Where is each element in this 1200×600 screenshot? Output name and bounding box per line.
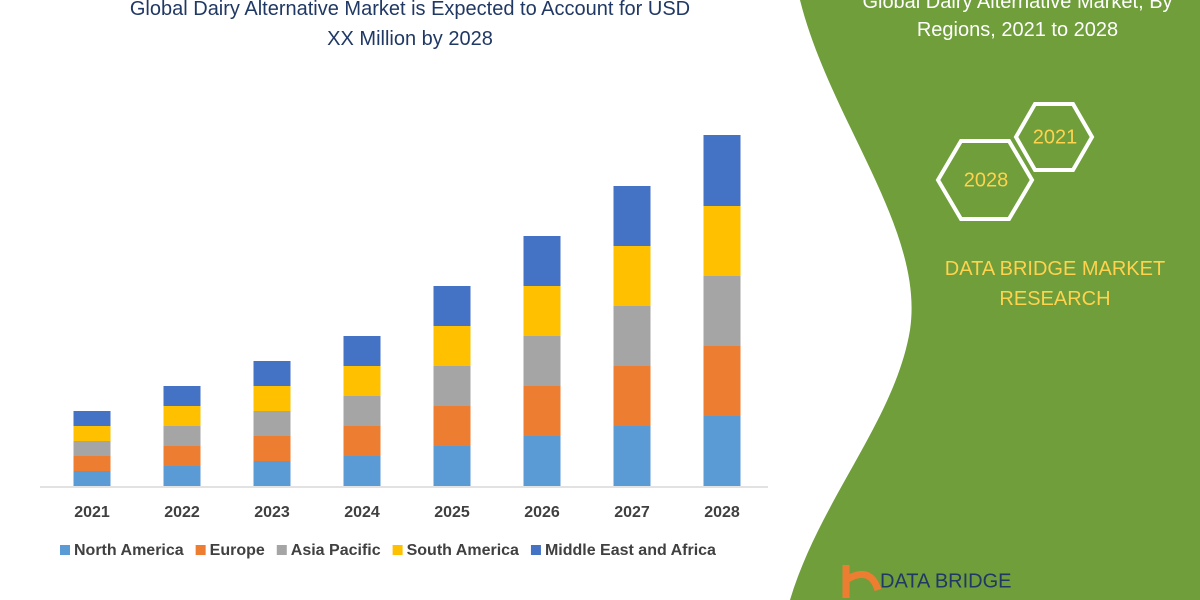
bar-segment xyxy=(523,436,561,486)
x-tick-label: 2028 xyxy=(704,504,740,521)
bar-segment xyxy=(613,186,651,246)
bar-segment xyxy=(73,411,111,426)
bar-segment xyxy=(163,386,201,406)
bar-segment xyxy=(253,461,291,486)
bar-segment xyxy=(433,406,471,446)
bar-segment xyxy=(343,426,381,456)
bar-segment xyxy=(253,361,291,386)
legend-swatch xyxy=(195,545,206,555)
x-tick-label: 2022 xyxy=(164,504,200,521)
legend-label: Asia Pacific xyxy=(291,542,381,559)
green-panel xyxy=(790,0,1200,600)
bar-segment xyxy=(73,441,111,456)
bar-segment xyxy=(703,346,741,416)
chart-title: Global Dairy Alternative Market is Expec… xyxy=(129,0,691,50)
x-tick-label: 2025 xyxy=(434,504,470,521)
bar-segment xyxy=(163,446,201,466)
bar-segment xyxy=(253,411,291,436)
bar-segment xyxy=(163,426,201,446)
legend-swatch xyxy=(392,545,403,555)
bar-segment xyxy=(343,336,381,366)
bar-segment xyxy=(703,276,741,346)
legend-swatch xyxy=(276,545,287,555)
bar-segment xyxy=(433,366,471,406)
panel-title: Global Dairy Alternative Market, By Regi… xyxy=(862,0,1173,41)
bar-segment xyxy=(703,416,741,486)
x-tick-label: 2024 xyxy=(344,504,380,521)
x-tick-label: 2021 xyxy=(74,504,110,521)
bar-segment xyxy=(433,326,471,366)
bar-segment xyxy=(523,236,561,286)
bar-segment xyxy=(343,396,381,426)
bar-segment xyxy=(613,426,651,486)
hexagon xyxy=(1013,102,1095,172)
bar-segment xyxy=(253,436,291,461)
bar-segment xyxy=(433,286,471,326)
legend-label: Europe xyxy=(210,542,265,559)
bar-segment xyxy=(433,446,471,486)
logo-text: DATA BRIDGE xyxy=(880,570,1012,592)
legend-swatch xyxy=(530,545,541,555)
bar-segment xyxy=(343,366,381,396)
bar-segment xyxy=(523,336,561,386)
bar-segment xyxy=(613,306,651,366)
legend-label: North America xyxy=(74,542,184,559)
brand-text: DATA BRIDGE MARKET RESEARCH xyxy=(944,258,1166,310)
bar-segment xyxy=(343,456,381,486)
legend-label: South America xyxy=(407,542,519,559)
bar-segment xyxy=(73,471,111,486)
hex-label: 2028 xyxy=(964,169,1009,191)
hex-label: 2021 xyxy=(1033,126,1078,148)
bar-segment xyxy=(163,406,201,426)
bar-segment xyxy=(73,456,111,471)
legend-label: Middle East and Africa xyxy=(545,542,716,559)
legend-swatch xyxy=(60,545,70,555)
bar-segment xyxy=(703,206,741,276)
bar-segment xyxy=(163,466,201,486)
logo-icon xyxy=(842,565,882,598)
x-tick-label: 2023 xyxy=(254,504,290,521)
bar-segment xyxy=(703,135,741,206)
x-tick-label: 2026 xyxy=(524,504,560,521)
bar-segment xyxy=(613,366,651,426)
bar-segment xyxy=(523,286,561,336)
bar-segment xyxy=(523,386,561,436)
bar-segment xyxy=(613,246,651,306)
hexagon xyxy=(935,139,1035,221)
bar-segment xyxy=(73,426,111,441)
x-tick-label: 2027 xyxy=(614,504,650,521)
bar-segment xyxy=(253,386,291,411)
